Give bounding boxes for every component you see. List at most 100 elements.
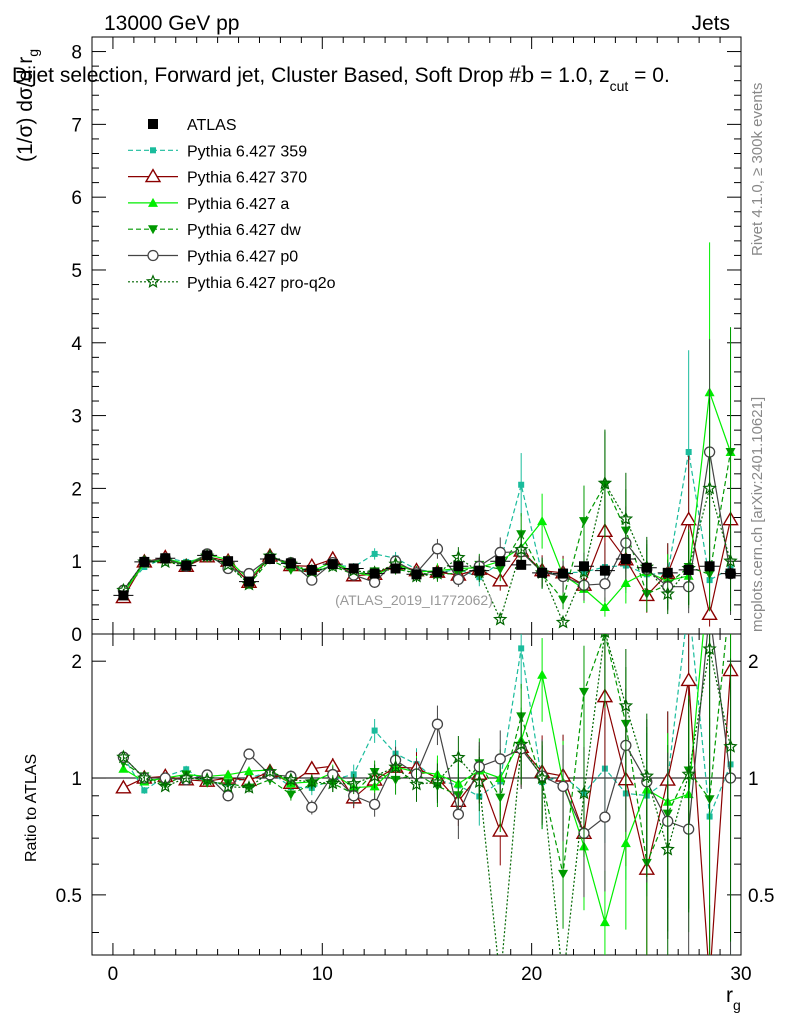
legend-marker-atlas bbox=[148, 119, 158, 129]
series-p370-ratio-point bbox=[115, 779, 132, 794]
top-y-tick-label: 5 bbox=[71, 261, 82, 282]
series-pp0-ratio-point bbox=[452, 808, 465, 820]
top-y-tick-label: 2 bbox=[71, 479, 82, 500]
series-pq2o-ratio-point bbox=[220, 779, 236, 793]
mcplots-label: mcplots.cern.ch [arXiv:2401.10621] bbox=[749, 397, 766, 632]
series-pq2o-ratio-point bbox=[702, 641, 717, 656]
series-pq2o-ratio-point bbox=[451, 750, 466, 764]
series-pq2o-ratio-point bbox=[514, 736, 529, 751]
series-p359-ratio-point bbox=[183, 766, 190, 773]
series-atlas-point bbox=[223, 556, 234, 567]
series-p370-point bbox=[701, 605, 718, 621]
series-pq2o-ratio-point bbox=[179, 770, 194, 785]
x-tick-label: 20 bbox=[521, 964, 542, 985]
series-atlas-point bbox=[139, 556, 150, 567]
series-atlas-point bbox=[181, 560, 192, 571]
series-pq2o-ratio-point bbox=[409, 776, 424, 791]
rivet-version-label: Rivet 4.1.0, ≥ 300k events bbox=[749, 83, 766, 256]
series-p370-point bbox=[680, 511, 697, 526]
series-atlas-top bbox=[113, 550, 741, 601]
series-pq2o-ratio-point bbox=[681, 766, 696, 781]
series-pq2o-ratio-point bbox=[639, 768, 654, 783]
series-pdw-point bbox=[725, 447, 736, 457]
x-tick-label: 30 bbox=[730, 964, 751, 985]
legend-label-pp0: Pythia 6.427 p0 bbox=[187, 249, 298, 266]
legend-marker-p370 bbox=[144, 168, 162, 183]
series-pp0-point bbox=[599, 578, 611, 590]
series-pa-ratio-point bbox=[223, 769, 234, 779]
analysis-watermark: (ATLAS_2019_I1772062) bbox=[335, 592, 493, 608]
series-pdw-ratio-point bbox=[578, 687, 589, 697]
title-main: Dijet selection, Forward jet, Cluster Ba… bbox=[12, 64, 521, 87]
series-atlas-point bbox=[160, 553, 171, 564]
category-label: Jets bbox=[691, 12, 730, 35]
series-pa-ratio-point bbox=[244, 766, 255, 776]
x-axis-title-main: r bbox=[726, 984, 733, 1007]
series-atlas-point bbox=[118, 590, 129, 601]
y-axis-title-sub: g bbox=[25, 49, 41, 57]
series-pq2o-ratio-point bbox=[199, 772, 215, 786]
series-p359-line bbox=[122, 451, 731, 591]
top-y-tick-label: 7 bbox=[71, 115, 82, 136]
series-pa-ratio-line bbox=[123, 634, 704, 925]
series-pq2o-point bbox=[451, 550, 466, 564]
series-atlas-point bbox=[495, 556, 506, 567]
series-pp0-point bbox=[306, 574, 318, 586]
series-pp0-ratio-line bbox=[122, 634, 732, 835]
series-atlas-point bbox=[369, 568, 380, 579]
series-atlas-point bbox=[432, 567, 443, 578]
series-pp0-ratio-point bbox=[557, 780, 569, 793]
ratio-y-tick-label-right: 2 bbox=[748, 652, 759, 673]
series-p359-point bbox=[518, 481, 525, 488]
ratio-panel: 0 10 20 30 0.5 0.5 1 1 2 2 bbox=[56, 633, 774, 985]
series-pdw-point bbox=[495, 565, 506, 575]
series-atlas-point bbox=[202, 550, 213, 561]
series-atlas-point bbox=[411, 569, 422, 580]
legend-label-p370: Pythia 6.427 370 bbox=[187, 170, 307, 187]
ratio-y-tick-label: 2 bbox=[71, 652, 82, 673]
series-pq2o-point bbox=[723, 553, 738, 568]
series-atlas-point bbox=[599, 565, 610, 576]
series-pdw-ratio-point bbox=[558, 869, 569, 879]
series-pq2o-ratio-point bbox=[495, 975, 506, 986]
series-pq2o-ratio-point bbox=[241, 780, 257, 794]
legend-marker-pq2o bbox=[145, 274, 161, 288]
series-pq2o-ratio-point bbox=[304, 774, 319, 789]
series-pq2o-ratio-point bbox=[660, 841, 675, 856]
series-pq2o-point bbox=[492, 611, 508, 626]
series-atlas-point bbox=[306, 564, 317, 575]
series-pp0-ratio-point bbox=[431, 718, 444, 730]
top-y-tick-label: 1 bbox=[71, 552, 82, 573]
series-pq2o-ratio-point bbox=[346, 776, 361, 790]
series-pq2o-ratio-point bbox=[262, 764, 278, 778]
series-atlas-point bbox=[537, 567, 548, 578]
series-pq2o-ratio-point bbox=[576, 785, 592, 800]
ratio-axis-title: Ratio to ATLAS bbox=[23, 754, 40, 862]
series-pa-point bbox=[537, 516, 548, 526]
legend: ATLAS Pythia 6.427 359 Pythia 6.427 370 Pyt… bbox=[128, 117, 336, 292]
series-p359-point bbox=[371, 550, 378, 557]
series-pp0-point bbox=[368, 576, 381, 588]
series-pp0-ratio-point bbox=[494, 753, 506, 765]
series-pq2o-ratio-point bbox=[388, 759, 403, 774]
series-p370-ratio-line bbox=[123, 670, 732, 955]
top-y-tick-label: 6 bbox=[71, 188, 82, 209]
series-pq2o-point bbox=[660, 586, 675, 601]
top-y-tick-label: 3 bbox=[71, 407, 82, 428]
series-atlas-point bbox=[725, 568, 736, 579]
series-pdw-line bbox=[122, 451, 732, 602]
series-pp0-point bbox=[431, 543, 444, 555]
top-y-tick-label: 4 bbox=[71, 334, 82, 355]
series-pdw-ratio-point bbox=[495, 793, 506, 803]
series-pp0-ratio-point bbox=[243, 748, 255, 760]
series-atlas-point bbox=[558, 568, 569, 579]
series-pp0-point bbox=[494, 546, 506, 559]
series-atlas-point bbox=[244, 576, 255, 587]
series-pdw-ratio-point bbox=[285, 790, 296, 800]
y-axis-title-main: (1/σ) dσ/d r bbox=[14, 57, 37, 162]
series-pq2o-point bbox=[555, 614, 571, 629]
series-pq2o-ratio-point bbox=[534, 770, 550, 785]
series-pp0-ratio-point bbox=[306, 801, 318, 813]
series-pq2o-ratio bbox=[116, 634, 738, 986]
